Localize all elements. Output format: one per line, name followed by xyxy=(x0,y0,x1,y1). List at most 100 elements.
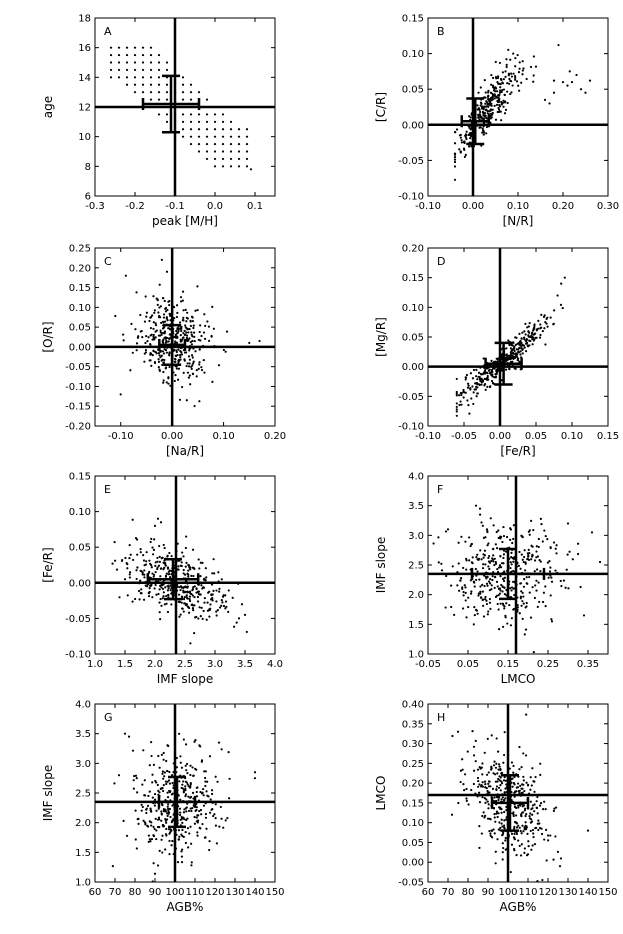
data-point xyxy=(499,554,502,558)
data-point xyxy=(508,356,511,359)
data-point xyxy=(117,68,121,72)
data-point xyxy=(162,595,165,598)
data-point xyxy=(525,576,528,579)
data-point xyxy=(182,780,185,783)
data-point xyxy=(181,336,185,339)
data-point xyxy=(135,538,139,541)
data-point xyxy=(533,810,536,813)
data-point xyxy=(188,566,191,569)
data-point xyxy=(159,521,163,524)
data-point xyxy=(497,82,500,85)
data-point xyxy=(496,90,499,93)
data-point xyxy=(220,578,223,581)
data-point xyxy=(221,135,225,138)
data-point xyxy=(493,97,496,100)
data-point xyxy=(185,336,189,339)
data-point xyxy=(164,586,167,589)
data-point xyxy=(150,824,153,827)
data-point xyxy=(144,351,148,354)
data-point xyxy=(521,600,524,603)
data-point xyxy=(167,594,170,597)
x-axis-label: [N/R] xyxy=(503,214,534,228)
data-point xyxy=(139,551,142,554)
data-point xyxy=(512,52,515,55)
data-point xyxy=(163,566,166,569)
data-point xyxy=(504,75,507,78)
data-point xyxy=(167,382,170,385)
data-point xyxy=(543,838,546,841)
data-point xyxy=(168,365,171,369)
data-point xyxy=(196,308,199,312)
x-tick-label: 0.30 xyxy=(597,201,619,212)
data-point xyxy=(178,358,181,361)
data-point xyxy=(162,591,165,594)
data-point xyxy=(152,321,155,324)
data-point xyxy=(224,350,227,353)
data-point xyxy=(485,378,488,381)
y-axis-label: [O/R] xyxy=(41,321,55,352)
data-point xyxy=(554,806,558,809)
data-point xyxy=(533,790,536,793)
data-point xyxy=(482,112,485,116)
data-point xyxy=(466,382,470,385)
data-point xyxy=(189,120,193,123)
data-point xyxy=(481,583,484,586)
data-point xyxy=(475,578,478,582)
data-point xyxy=(205,135,209,138)
data-point xyxy=(495,594,499,597)
data-point xyxy=(186,572,189,575)
x-axis-label: LMCO xyxy=(501,672,536,686)
data-point xyxy=(129,571,132,574)
x-tick-label: 100 xyxy=(498,887,517,898)
data-point xyxy=(496,585,499,588)
data-point xyxy=(493,832,496,835)
data-point xyxy=(499,784,502,787)
data-point xyxy=(141,91,145,94)
data-point xyxy=(196,821,199,824)
data-point xyxy=(188,358,191,361)
data-point xyxy=(496,76,500,80)
data-point xyxy=(483,816,486,819)
data-point xyxy=(510,72,513,75)
data-point xyxy=(556,850,560,853)
data-point xyxy=(180,855,184,858)
data-point xyxy=(191,594,194,597)
data-point xyxy=(193,815,196,819)
data-point xyxy=(520,534,523,537)
data-point xyxy=(490,370,493,374)
x-tick-label: 80 xyxy=(462,887,475,898)
y-tick-label: 0.10 xyxy=(402,818,424,829)
data-point xyxy=(152,825,155,828)
data-point xyxy=(136,566,139,569)
data-point xyxy=(187,575,190,578)
data-point xyxy=(214,803,217,806)
data-point xyxy=(552,858,555,861)
data-point xyxy=(486,817,490,820)
data-point xyxy=(462,396,465,399)
data-point xyxy=(482,553,485,556)
data-point xyxy=(485,528,489,531)
data-point xyxy=(140,592,143,595)
data-point xyxy=(143,779,146,782)
data-point xyxy=(117,76,121,79)
data-point xyxy=(164,561,167,565)
data-point xyxy=(472,769,476,772)
data-point xyxy=(468,144,471,148)
data-point xyxy=(168,333,171,336)
plot-frame xyxy=(94,247,276,427)
data-point xyxy=(510,832,514,836)
data-point xyxy=(528,322,531,325)
data-point xyxy=(451,734,454,738)
data-point xyxy=(191,339,194,343)
data-point xyxy=(513,820,517,824)
data-point xyxy=(179,613,182,616)
data-point xyxy=(193,404,196,408)
data-point xyxy=(477,91,480,94)
data-point xyxy=(178,321,182,324)
data-point xyxy=(203,770,206,773)
data-point xyxy=(505,535,509,539)
data-point xyxy=(534,775,537,779)
data-point xyxy=(511,84,514,87)
data-point xyxy=(158,818,161,821)
data-point xyxy=(196,831,199,834)
